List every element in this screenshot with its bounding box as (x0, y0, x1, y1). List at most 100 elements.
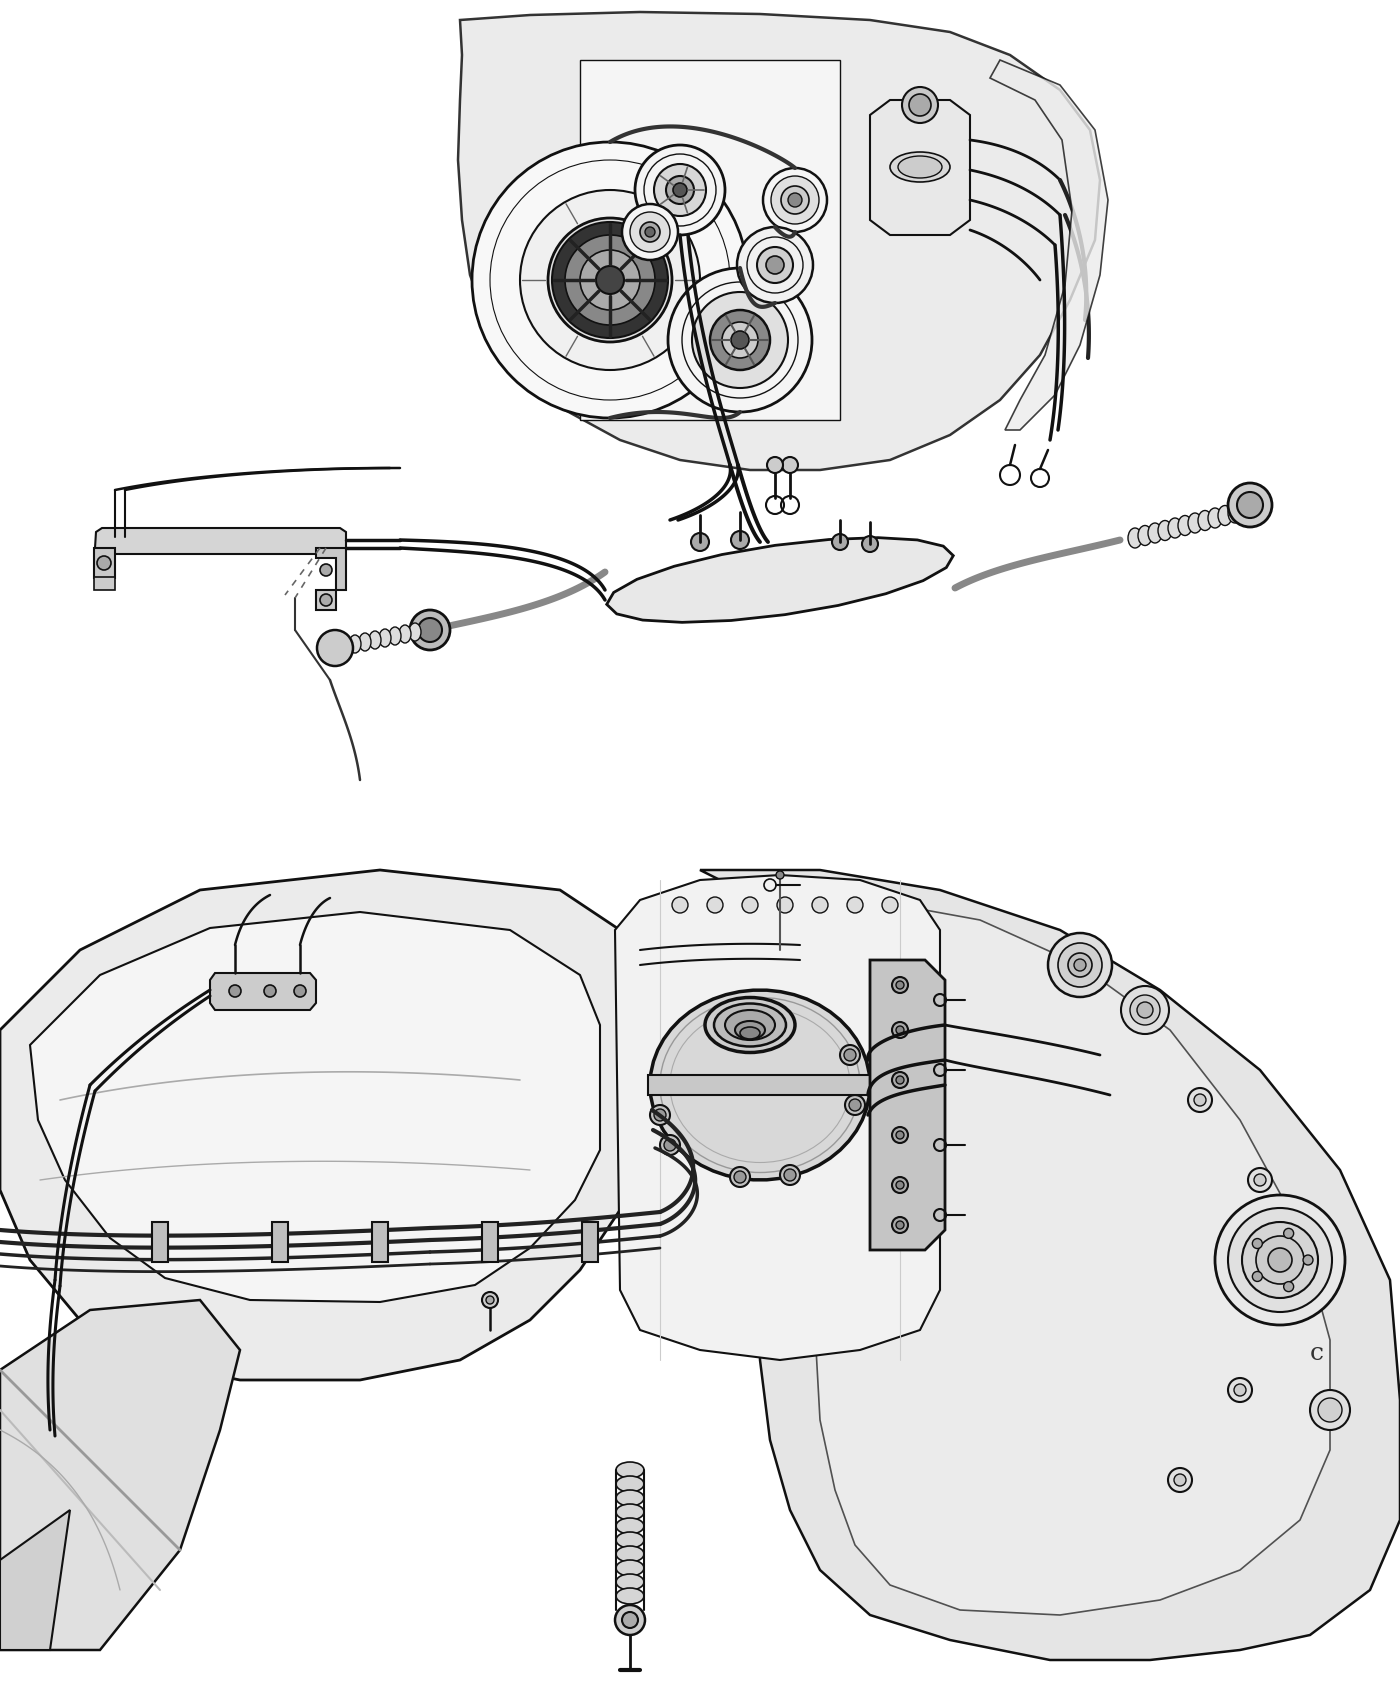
Circle shape (896, 1076, 904, 1085)
Ellipse shape (616, 1588, 644, 1605)
Circle shape (896, 981, 904, 989)
Circle shape (763, 168, 827, 231)
Circle shape (1317, 1397, 1343, 1421)
Circle shape (265, 984, 276, 996)
Polygon shape (869, 100, 970, 235)
Circle shape (630, 212, 671, 252)
Ellipse shape (741, 1027, 760, 1039)
Circle shape (707, 898, 722, 913)
Circle shape (734, 1171, 746, 1183)
Polygon shape (0, 870, 640, 1380)
Circle shape (771, 177, 819, 224)
Circle shape (1228, 483, 1273, 527)
Circle shape (1238, 491, 1263, 518)
Circle shape (784, 1170, 797, 1182)
Circle shape (668, 269, 812, 411)
Circle shape (896, 1130, 904, 1139)
Ellipse shape (1198, 510, 1212, 530)
Circle shape (1284, 1284, 1296, 1295)
Ellipse shape (1189, 513, 1203, 534)
Circle shape (847, 898, 862, 913)
Ellipse shape (735, 1022, 764, 1039)
Circle shape (636, 144, 725, 235)
Ellipse shape (1177, 515, 1191, 536)
Ellipse shape (1208, 508, 1222, 529)
Polygon shape (615, 876, 939, 1360)
Ellipse shape (616, 1462, 644, 1477)
Circle shape (519, 190, 700, 371)
Circle shape (1058, 944, 1102, 988)
Circle shape (892, 977, 909, 993)
Circle shape (552, 223, 668, 338)
Circle shape (1137, 1001, 1154, 1018)
Circle shape (1194, 1095, 1205, 1107)
Circle shape (321, 593, 332, 605)
Ellipse shape (1218, 505, 1232, 525)
Ellipse shape (616, 1545, 644, 1562)
Circle shape (892, 1127, 909, 1142)
Ellipse shape (616, 1489, 644, 1506)
Circle shape (1074, 959, 1086, 971)
Bar (153, 1222, 168, 1261)
Circle shape (580, 250, 640, 309)
Ellipse shape (1158, 520, 1172, 541)
Polygon shape (650, 989, 869, 1180)
Circle shape (1049, 933, 1112, 996)
Circle shape (896, 1182, 904, 1188)
Ellipse shape (409, 622, 421, 641)
Ellipse shape (616, 1476, 644, 1493)
Bar (648, 1074, 872, 1095)
Ellipse shape (1168, 518, 1182, 537)
Circle shape (294, 984, 307, 996)
Ellipse shape (1148, 524, 1162, 542)
Polygon shape (210, 972, 316, 1010)
Circle shape (777, 898, 792, 913)
Circle shape (722, 321, 757, 359)
Circle shape (731, 530, 749, 549)
Polygon shape (0, 1510, 70, 1651)
Ellipse shape (616, 1561, 644, 1576)
Circle shape (1253, 1239, 1263, 1248)
Circle shape (1310, 1391, 1350, 1430)
Polygon shape (458, 12, 1100, 469)
Circle shape (1284, 1282, 1294, 1292)
Circle shape (410, 610, 449, 649)
Polygon shape (700, 870, 1400, 1659)
Circle shape (776, 870, 784, 879)
Polygon shape (95, 529, 346, 554)
Circle shape (729, 1166, 750, 1187)
Ellipse shape (399, 626, 412, 643)
Polygon shape (0, 1300, 239, 1651)
Circle shape (1228, 1209, 1331, 1312)
Circle shape (1175, 1474, 1186, 1486)
Bar (482, 1222, 498, 1261)
Circle shape (1268, 1248, 1292, 1272)
Polygon shape (580, 60, 840, 420)
Circle shape (419, 619, 442, 643)
Circle shape (1284, 1229, 1294, 1238)
Circle shape (1189, 1088, 1212, 1112)
Circle shape (1254, 1175, 1266, 1187)
Bar (582, 1222, 598, 1261)
Polygon shape (990, 60, 1107, 430)
Circle shape (640, 223, 659, 241)
Text: c: c (1310, 1341, 1324, 1365)
Circle shape (812, 898, 827, 913)
Circle shape (862, 536, 878, 552)
Circle shape (645, 228, 655, 236)
Ellipse shape (1138, 525, 1152, 546)
Circle shape (622, 1612, 638, 1629)
Ellipse shape (389, 627, 400, 644)
Circle shape (1278, 1278, 1302, 1302)
Circle shape (832, 534, 848, 551)
Circle shape (486, 1295, 494, 1304)
Circle shape (846, 1095, 865, 1115)
Circle shape (692, 534, 708, 551)
Ellipse shape (890, 151, 951, 182)
Ellipse shape (714, 1003, 785, 1047)
Circle shape (1233, 1384, 1246, 1396)
Circle shape (896, 1221, 904, 1229)
Circle shape (731, 332, 749, 348)
Circle shape (892, 1073, 909, 1088)
Circle shape (1247, 1168, 1273, 1192)
